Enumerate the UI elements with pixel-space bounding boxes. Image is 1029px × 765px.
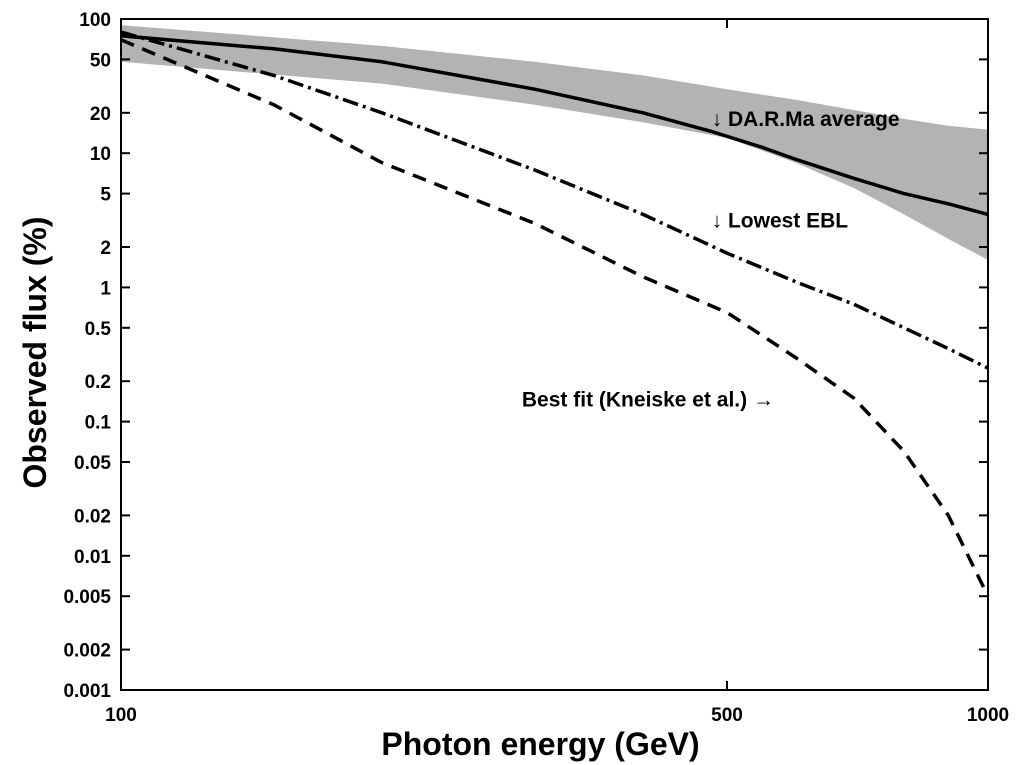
y-tick-label: 0.1 (85, 413, 112, 434)
plot-frame (120, 18, 989, 691)
series-layer (120, 30, 990, 597)
y-tick-label: 100 (79, 10, 111, 31)
y-tick-label: 20 (90, 104, 111, 125)
darma-uncertainty-band (121, 25, 988, 260)
series-line-dashdot (120, 30, 989, 370)
y-tick-label: 0.02 (74, 506, 111, 527)
y-tick-label: 0.001 (63, 681, 111, 702)
y-axis-ticks: 100 50 20 10 5 2 1 0.5 0.2 0.1 0.05 0.02 0.01 0.005 0.… (63, 10, 988, 702)
x-axis-ticks: 100 500 1000 (105, 19, 1009, 726)
y-tick-label: 50 (90, 50, 111, 71)
x-tick-label: 500 (711, 705, 743, 726)
x-tick-label: 1000 (967, 705, 1009, 726)
y-tick-label: 10 (90, 144, 111, 165)
y-tick-label: 0.5 (85, 319, 112, 340)
y-tick-label: 1 (100, 278, 111, 299)
annotations: ↓ DA.R.Ma average ↓ Lowest EBL Best fit (K… (522, 108, 900, 412)
series-line-solid (120, 34, 989, 217)
y-tick-label: 5 (100, 185, 111, 206)
y-tick-label: 0.05 (74, 453, 111, 474)
darma-uncertainty-band-layer (121, 25, 988, 260)
x-tick-label: 100 (105, 705, 137, 726)
y-tick-label: 2 (100, 238, 111, 259)
y-tick-label: 0.01 (74, 547, 111, 568)
annotation-label: ↓ Lowest EBL (712, 209, 849, 232)
y-tick-label: 0.005 (63, 587, 111, 608)
x-axis-label: Photon energy (GeV) (381, 726, 699, 762)
annotation-label: ↓ DA.R.Ma average (712, 108, 900, 131)
y-tick-label: 0.002 (63, 641, 111, 662)
y-tick-label: 0.2 (85, 372, 111, 393)
y-axis-label: Observed flux (%) (17, 216, 53, 488)
annotation-label: Best fit (Kneiske et al.) → (522, 388, 774, 411)
